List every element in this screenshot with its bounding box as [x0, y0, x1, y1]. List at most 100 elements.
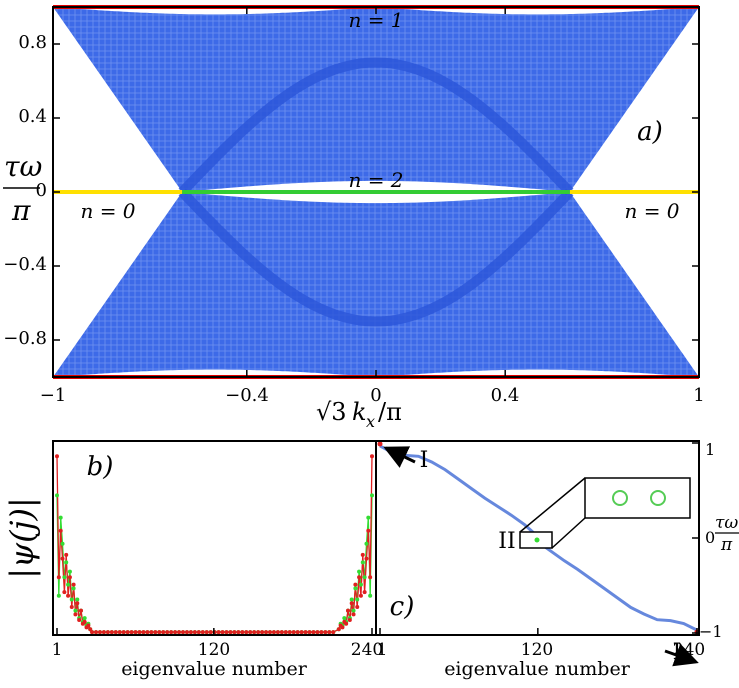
red-state-point — [90, 630, 95, 635]
series-green-points — [55, 493, 374, 635]
annotation-n1: n = 1 — [348, 8, 403, 32]
green-state-point — [69, 597, 74, 602]
x-tick-label: 120 — [198, 640, 230, 660]
x-axis-label-a: √3 k x /π — [316, 398, 402, 431]
x-tick-label: 240 — [673, 640, 705, 660]
y-axis-label-b: |ψ(j)| — [3, 497, 41, 579]
red-state-point — [97, 630, 102, 635]
y-tick-label: 0 — [36, 180, 47, 201]
red-state-point — [264, 630, 269, 635]
red-state-point — [117, 630, 122, 635]
red-state-point — [299, 630, 304, 635]
red-state-point — [157, 630, 162, 635]
series-red-state — [56, 456, 373, 633]
green-state-point — [66, 582, 71, 587]
y-tick-label: 0.8 — [18, 32, 47, 53]
red-state-point — [267, 630, 272, 635]
red-state-point — [295, 630, 300, 635]
y-tick-label: −0.8 — [3, 328, 47, 349]
red-state-point — [311, 630, 316, 635]
green-state-point — [351, 608, 356, 613]
red-state-point — [113, 630, 118, 635]
red-state-point — [60, 556, 65, 561]
red-state-point — [64, 552, 69, 557]
bulk-band-upper — [53, 7, 699, 192]
y-tick-label: −1 — [699, 622, 723, 641]
red-state-point — [366, 528, 371, 533]
y-label-numerator: τω — [715, 513, 738, 533]
red-state-point — [232, 630, 237, 635]
green-state-point — [82, 616, 87, 621]
red-state-point — [62, 590, 67, 595]
green-state-point — [73, 608, 78, 613]
green-state-point — [58, 515, 63, 520]
x-tick-label: 240 — [351, 640, 383, 660]
red-state-point — [173, 630, 178, 635]
red-state-point — [216, 630, 221, 635]
red-state-point — [347, 617, 352, 622]
red-state-point — [184, 630, 189, 635]
red-state-point — [240, 630, 245, 635]
red-state-point — [204, 630, 209, 635]
red-state-point — [69, 604, 74, 609]
red-state-point — [260, 630, 265, 635]
red-state-point — [244, 630, 249, 635]
x-tick-label: −0.4 — [225, 385, 269, 406]
red-state-point — [252, 630, 257, 635]
x-label-root: √3 — [316, 398, 347, 426]
x-label-sub: x — [366, 412, 375, 431]
label-II: II — [498, 529, 515, 554]
green-state-point — [64, 560, 69, 565]
zoom-connector — [551, 517, 586, 549]
x-tick-label: 1 — [377, 640, 388, 660]
red-state-point — [66, 593, 71, 598]
red-state-point — [256, 630, 261, 635]
zoom-source-point — [534, 537, 540, 543]
red-state-point — [236, 630, 241, 635]
x-label-k: k — [352, 398, 367, 426]
arrow-to-point-bottom — [664, 643, 699, 667]
axis-ticks-b — [56, 628, 373, 635]
red-state-point — [133, 630, 138, 635]
x-label-tail: /π — [378, 398, 402, 426]
red-state-point — [109, 630, 114, 635]
panel-label-a: a) — [637, 117, 663, 147]
axis-ticks-c — [379, 442, 699, 635]
green-state-point — [357, 569, 362, 574]
series-red-points — [55, 454, 374, 635]
red-state-point — [275, 630, 280, 635]
green-state-point — [362, 575, 367, 580]
zoom-inset — [519, 477, 691, 549]
x-axis-label-b: eigenvalue number — [121, 658, 308, 680]
zoom-connector — [519, 477, 586, 533]
red-state-point — [319, 630, 324, 635]
red-state-point — [283, 630, 288, 635]
green-state-point — [71, 586, 76, 591]
green-state-point — [56, 593, 61, 598]
green-state-point — [368, 593, 373, 598]
red-state-point — [303, 630, 308, 635]
label-I-bottom: I — [673, 640, 682, 665]
red-state-point — [200, 630, 205, 635]
y-axis-label-a: τω π — [3, 150, 42, 227]
panel-a-band-structure: −1 −0.4 0 0.4 1 0.8 0.4 0 −0.4 −0.8 τω π… — [3, 5, 705, 431]
red-state-point — [101, 630, 106, 635]
red-state-point — [370, 454, 374, 459]
red-state-point — [344, 621, 349, 626]
x-tick-label: 120 — [521, 640, 553, 660]
red-state-point — [71, 582, 76, 587]
y-tick-label: −0.4 — [3, 254, 47, 275]
annotation-n0-left: n = 0 — [80, 199, 135, 223]
panel-label-c: c) — [390, 592, 415, 622]
red-state-point — [224, 630, 229, 635]
red-state-point — [220, 630, 225, 635]
panel-label-b: b) — [87, 452, 114, 482]
red-state-point — [271, 630, 276, 635]
red-state-point — [351, 612, 356, 617]
red-state-point — [340, 625, 345, 630]
red-state-point — [353, 582, 358, 587]
y-tick-label: 1 — [705, 440, 715, 459]
bulk-band-lower — [53, 192, 699, 377]
bulk-band-inner-arc-upper — [178, 57, 574, 196]
red-state-point — [86, 623, 91, 628]
